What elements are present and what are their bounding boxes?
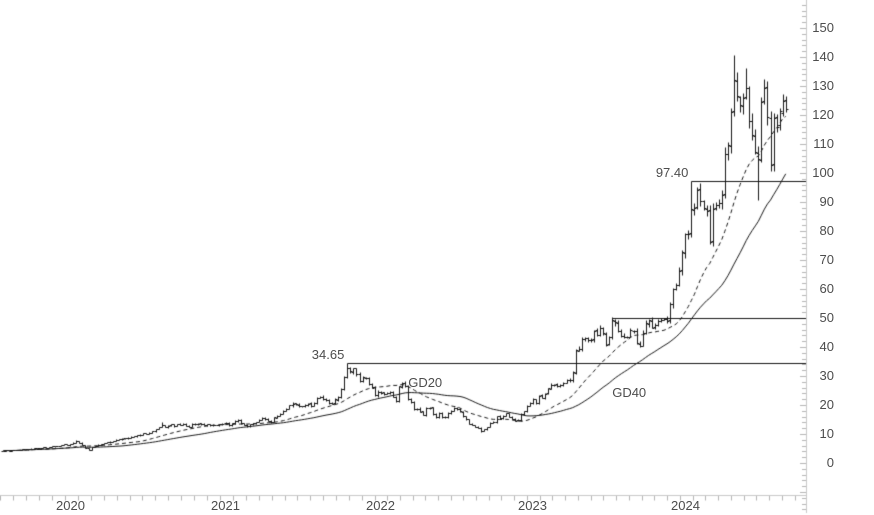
y-axis-label: 140 <box>812 49 834 64</box>
y-axis-label: 50 <box>819 310 834 325</box>
x-axis-label: 2023 <box>518 498 547 513</box>
y-axis-label: 70 <box>819 252 834 267</box>
y-axis-label: 30 <box>819 368 834 383</box>
y-axis-label: 60 <box>819 281 834 296</box>
y-axis-label: 100 <box>812 165 834 180</box>
y-axis-label: 120 <box>812 107 834 122</box>
y-axis-label: 110 <box>813 136 834 151</box>
hline-34-65-label: 34.65 <box>311 346 345 362</box>
y-axis-label: 10 <box>819 426 834 441</box>
y-axis-label: 150 <box>812 20 834 35</box>
x-axis-label: 2024 <box>671 498 700 513</box>
gd40-label: GD40 <box>612 384 647 400</box>
x-axis-label: 2021 <box>211 498 240 513</box>
y-axis-label: 20 <box>819 397 834 412</box>
y-axis-label: 130 <box>812 78 834 93</box>
hline-97-40-label: 97.40 <box>655 164 689 180</box>
y-axis-label: 80 <box>819 223 834 238</box>
gd20-label: GD20 <box>408 375 443 391</box>
y-axis-label: 90 <box>819 194 834 209</box>
x-axis-label: 2020 <box>56 498 85 513</box>
x-axis-label: 2022 <box>366 498 395 513</box>
y-axis-label: 0 <box>826 455 834 470</box>
y-axis-label: 40 <box>819 339 834 354</box>
